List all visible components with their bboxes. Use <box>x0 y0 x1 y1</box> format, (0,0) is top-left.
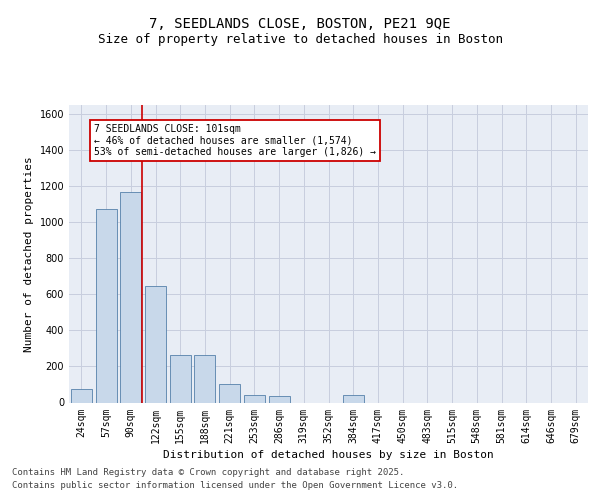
Text: Contains public sector information licensed under the Open Government Licence v3: Contains public sector information licen… <box>12 480 458 490</box>
Text: 7 SEEDLANDS CLOSE: 101sqm
← 46% of detached houses are smaller (1,574)
53% of se: 7 SEEDLANDS CLOSE: 101sqm ← 46% of detac… <box>94 124 376 157</box>
Bar <box>145 286 166 403</box>
X-axis label: Distribution of detached houses by size in Boston: Distribution of detached houses by size … <box>163 450 494 460</box>
Bar <box>71 389 92 402</box>
Bar <box>194 354 215 403</box>
Bar <box>343 396 364 402</box>
Bar <box>120 192 141 402</box>
Text: 7, SEEDLANDS CLOSE, BOSTON, PE21 9QE: 7, SEEDLANDS CLOSE, BOSTON, PE21 9QE <box>149 18 451 32</box>
Text: Contains HM Land Registry data © Crown copyright and database right 2025.: Contains HM Land Registry data © Crown c… <box>12 468 404 477</box>
Bar <box>170 354 191 403</box>
Bar <box>244 396 265 402</box>
Y-axis label: Number of detached properties: Number of detached properties <box>24 156 34 352</box>
Bar <box>269 396 290 402</box>
Bar <box>95 208 116 402</box>
Text: Size of property relative to detached houses in Boston: Size of property relative to detached ho… <box>97 32 503 46</box>
Bar <box>219 384 240 402</box>
